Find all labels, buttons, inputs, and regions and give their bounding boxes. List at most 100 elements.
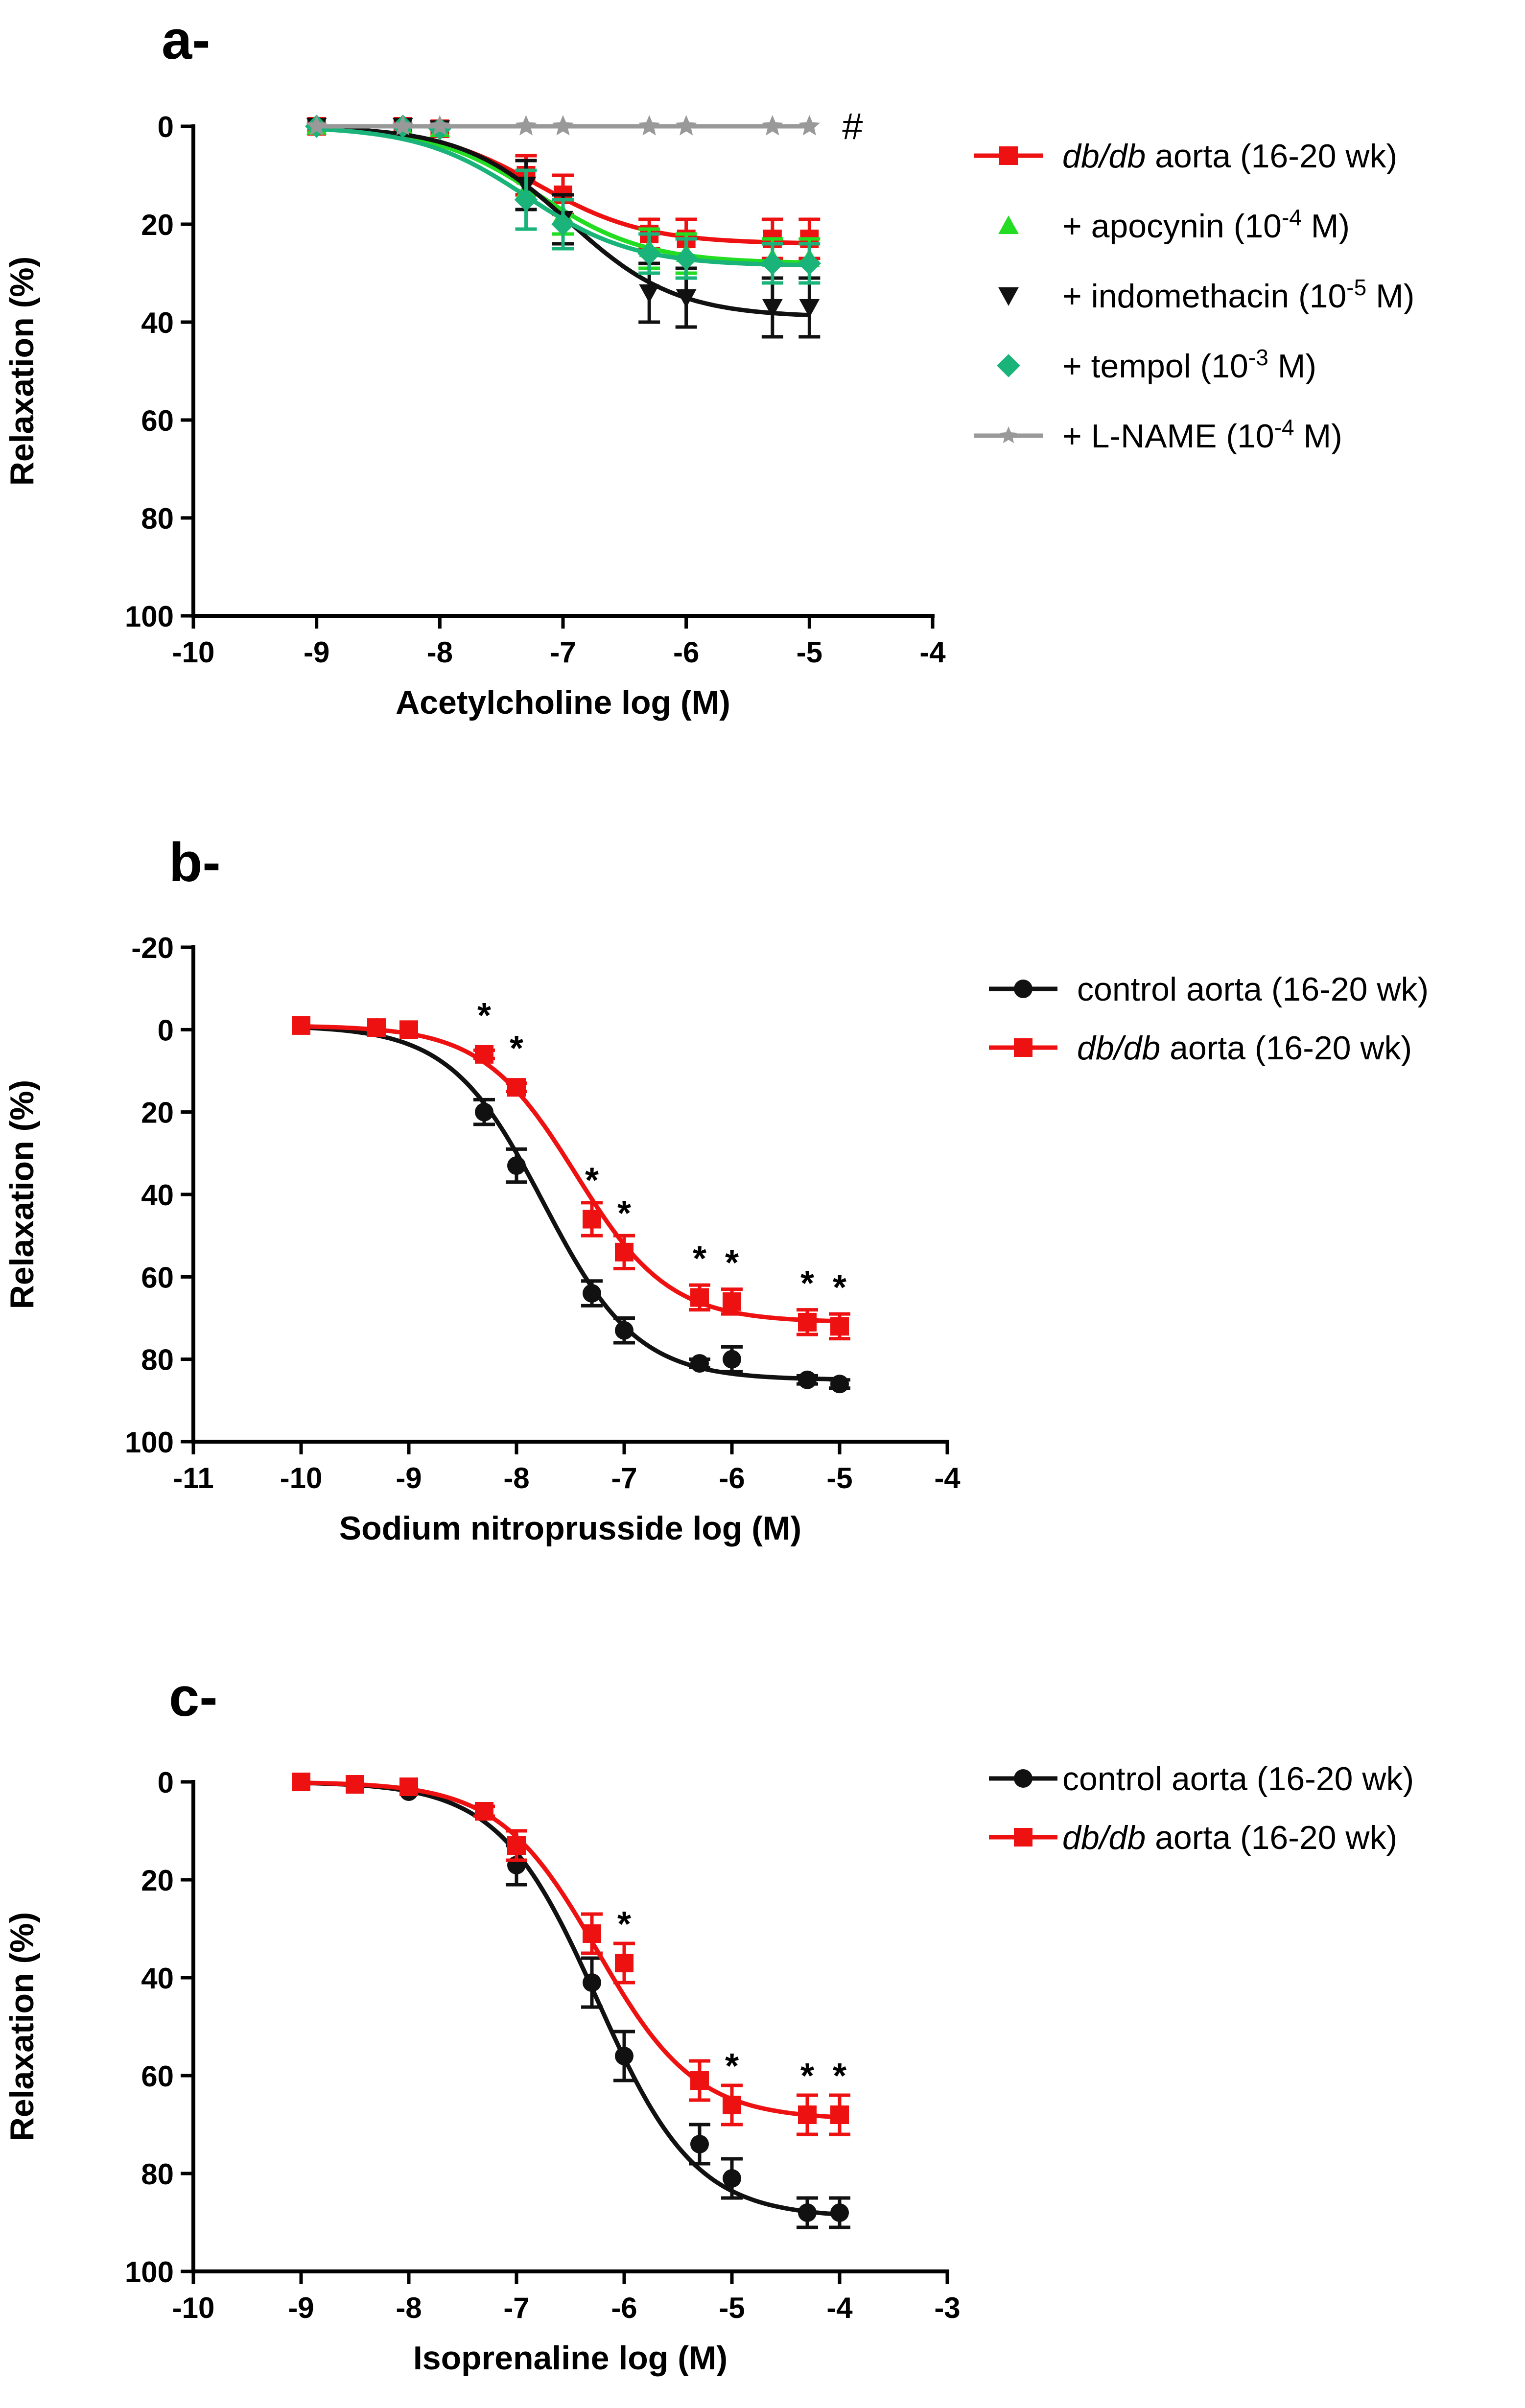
y-tick-label: 40 xyxy=(141,306,174,339)
significance-star: * xyxy=(833,1268,846,1307)
significance-star: * xyxy=(693,1239,706,1278)
significance-star: * xyxy=(477,996,491,1035)
legend: control aorta (16-20 wk) db/db aorta (16-… xyxy=(989,1760,1414,1856)
y-tick-label: 20 xyxy=(141,209,174,241)
series-3 xyxy=(305,115,821,285)
legend-marker xyxy=(999,426,1018,444)
legend-item-1: + apocynin (10-4 M) xyxy=(998,205,1350,245)
y-tick-label: 100 xyxy=(125,600,174,633)
legend-marker xyxy=(998,287,1019,306)
data-point xyxy=(799,299,820,318)
data-point xyxy=(399,1020,418,1039)
data-point xyxy=(507,1156,526,1175)
data-point xyxy=(292,1773,310,1791)
data-point xyxy=(798,115,821,136)
data-point xyxy=(798,2203,817,2222)
y-tick-label: 0 xyxy=(158,111,174,143)
data-point xyxy=(583,1973,601,1992)
data-point xyxy=(507,1836,526,1855)
y-tick-label: 100 xyxy=(125,1426,174,1459)
data-point xyxy=(615,1242,633,1262)
data-point xyxy=(723,1350,741,1369)
legend-superscript: -5 xyxy=(1346,275,1366,300)
fit-curve xyxy=(301,1780,840,2217)
x-tick-label: -7 xyxy=(550,636,576,669)
data-point xyxy=(367,1018,386,1037)
legend-text: M) xyxy=(1366,278,1414,315)
y-tick-label: 40 xyxy=(141,1179,174,1212)
data-point xyxy=(830,2203,849,2222)
data-point xyxy=(830,2105,849,2124)
legend-marker xyxy=(999,146,1018,165)
legend-label: + apocynin (10-4 M) xyxy=(1062,205,1350,245)
x-tick-label: -9 xyxy=(304,636,329,669)
x-tick-label: -4 xyxy=(934,1462,961,1495)
legend-item-0: control aorta (16-20 wk) xyxy=(989,971,1429,1008)
legend: control aorta (16-20 wk) db/db aorta (16-… xyxy=(989,971,1429,1067)
y-tick-label: 20 xyxy=(141,1097,174,1129)
data-point xyxy=(507,1078,526,1097)
y-tick-label: 80 xyxy=(141,502,174,535)
legend-text: aorta (16-20 wk) xyxy=(1160,1029,1412,1067)
data-point xyxy=(515,115,537,136)
data-point xyxy=(583,1210,601,1229)
data-point xyxy=(346,1775,364,1794)
panel-label: b- xyxy=(169,832,221,893)
y-tick-label: 80 xyxy=(141,1344,174,1377)
legend-label: + indomethacin (10-5 M) xyxy=(1062,275,1414,315)
panel-label: a- xyxy=(162,9,211,70)
data-point xyxy=(615,2047,633,2065)
significance-star: * xyxy=(617,1194,631,1233)
data-point xyxy=(690,2135,709,2153)
series-0 xyxy=(292,1773,850,2229)
legend-text: M) xyxy=(1294,418,1342,455)
legend: db/db aorta (16-20 wk)+ apocynin (10-4 M… xyxy=(974,138,1414,455)
chart-panel-c: c- 0 20 40 60 80 100-10 -9 -8 -7 -6 -5 -4 -3 Isoprenal… xyxy=(3,1666,1414,2377)
legend-marker xyxy=(997,354,1020,377)
x-tick-label: -3 xyxy=(934,2291,960,2324)
series-4 xyxy=(305,115,821,136)
data-point xyxy=(798,2105,817,2124)
legend-text: control aorta (16-20 wk) xyxy=(1077,971,1429,1008)
data-point xyxy=(429,115,451,136)
x-tick-label: -6 xyxy=(611,2291,637,2324)
legend-text-italic: db/db xyxy=(1062,1819,1146,1856)
legend-text: aorta (16-20 wk) xyxy=(1146,138,1397,175)
legend-label: db/db aorta (16-20 wk) xyxy=(1077,1029,1412,1067)
significance-star: * xyxy=(725,1243,739,1283)
legend-label: db/db aorta (16-20 wk) xyxy=(1062,1819,1397,1856)
data-point xyxy=(475,1802,493,1821)
legend-text: M) xyxy=(1268,348,1316,385)
legend-text-italic: db/db xyxy=(1077,1029,1160,1067)
legend-marker xyxy=(998,215,1019,234)
legend-text: control aorta (16-20 wk) xyxy=(1062,1760,1414,1798)
chart-panel-b: b- -20 0 20 40 60 80 100-11 -10 -9 -8 -7 -6 -5 -4 Sodiu… xyxy=(3,832,1429,1547)
legend-item-0: control aorta (16-20 wk) xyxy=(989,1760,1414,1798)
x-tick-label: -4 xyxy=(919,636,946,669)
legend-text: + apocynin (10 xyxy=(1062,208,1282,245)
legend-item-3: + tempol (10-3 M) xyxy=(997,345,1316,385)
data-point xyxy=(552,115,574,136)
y-tick-label: 40 xyxy=(141,1962,174,1995)
legend-item-0: db/db aorta (16-20 wk) xyxy=(974,138,1397,175)
legend-superscript: -4 xyxy=(1274,415,1294,440)
significance-star: * xyxy=(800,2057,814,2096)
x-tick-label: -9 xyxy=(396,1462,422,1495)
legend-item-4: + L-NAME (10-4 M) xyxy=(974,415,1342,455)
data-point xyxy=(475,1045,493,1064)
data-point xyxy=(292,1016,310,1035)
legend-item-1: db/db aorta (16-20 wk) xyxy=(989,1819,1397,1856)
x-tick-label: -6 xyxy=(673,636,699,669)
legend-superscript: -3 xyxy=(1248,345,1268,370)
y-tick-label: 0 xyxy=(158,1766,174,1799)
legend-marker xyxy=(1014,1769,1032,1788)
significance-star: * xyxy=(800,1264,814,1303)
data-point xyxy=(676,289,697,308)
legend-label: control aorta (16-20 wk) xyxy=(1077,971,1429,1008)
x-tick-label: -10 xyxy=(172,2291,215,2324)
significance-star: * xyxy=(585,1161,599,1200)
x-tick-label: -8 xyxy=(503,1462,529,1495)
significance-star: * xyxy=(833,2057,846,2096)
x-tick-label: -5 xyxy=(797,636,822,669)
y-tick-label: -20 xyxy=(131,932,174,964)
